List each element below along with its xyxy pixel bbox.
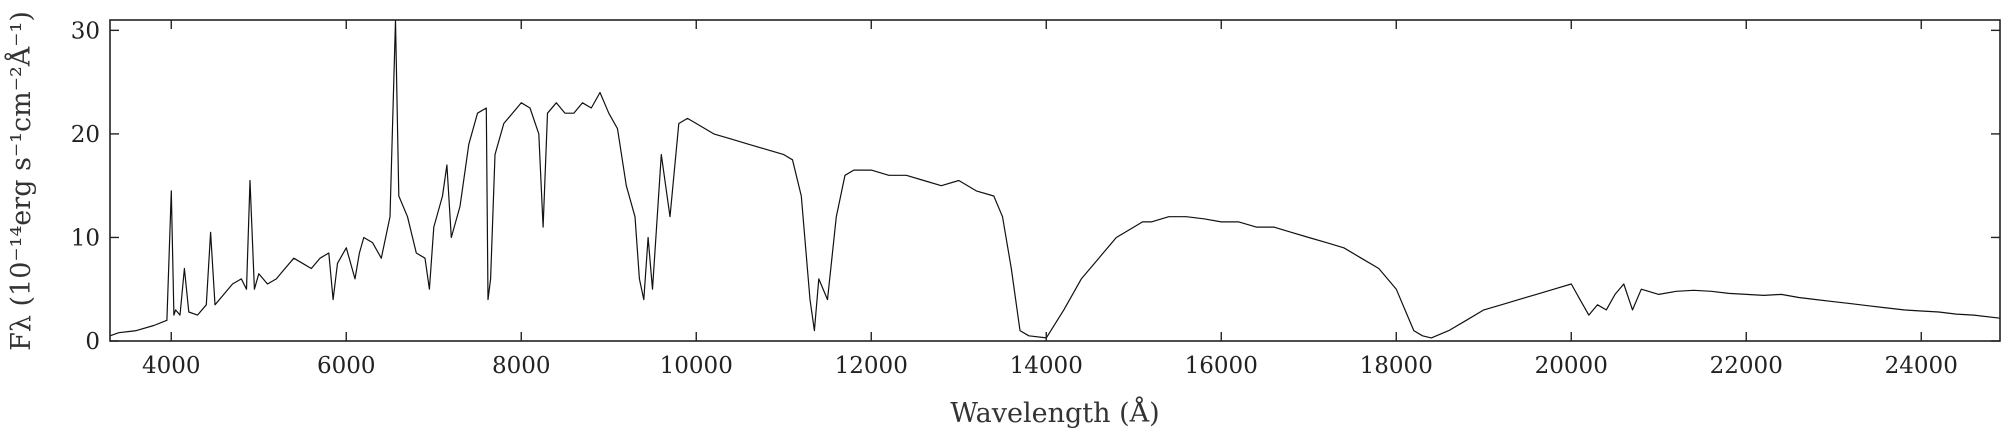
x-tick-label-18000: 18000 — [1360, 353, 1433, 379]
x-tick-label-10000: 10000 — [660, 353, 733, 379]
x-axis-title: Wavelength (Å) — [950, 396, 1159, 429]
x-tick-label-22000: 22000 — [1710, 353, 1783, 379]
y-tick-label-30: 30 — [71, 18, 100, 44]
y-tick-label-10: 10 — [71, 225, 100, 251]
x-tick-label-6000: 6000 — [317, 353, 376, 379]
plot-area — [109, 19, 2001, 339]
x-tick-label-20000: 20000 — [1535, 353, 1608, 379]
x-tick-label-4000: 4000 — [142, 353, 201, 379]
x-tick-label-24000: 24000 — [1885, 353, 1958, 379]
plot-frame — [109, 19, 2001, 342]
y-tick-label-20: 20 — [71, 122, 100, 148]
x-tick-label-16000: 16000 — [1185, 353, 1258, 379]
x-tick-label-12000: 12000 — [835, 353, 908, 379]
x-tick-label-14000: 14000 — [1010, 353, 1083, 379]
x-tick-label-8000: 8000 — [492, 353, 551, 379]
y-tick-label-0: 0 — [85, 329, 100, 355]
spectrum-line-0 — [109, 19, 2001, 339]
axis-ticks: 4000 6000 8000 10000 12000 14000 16000 18000 200… — [71, 18, 2000, 379]
y-axis-title: Fλ (10⁻¹⁴erg s⁻¹cm⁻²Å⁻¹) — [4, 11, 37, 351]
